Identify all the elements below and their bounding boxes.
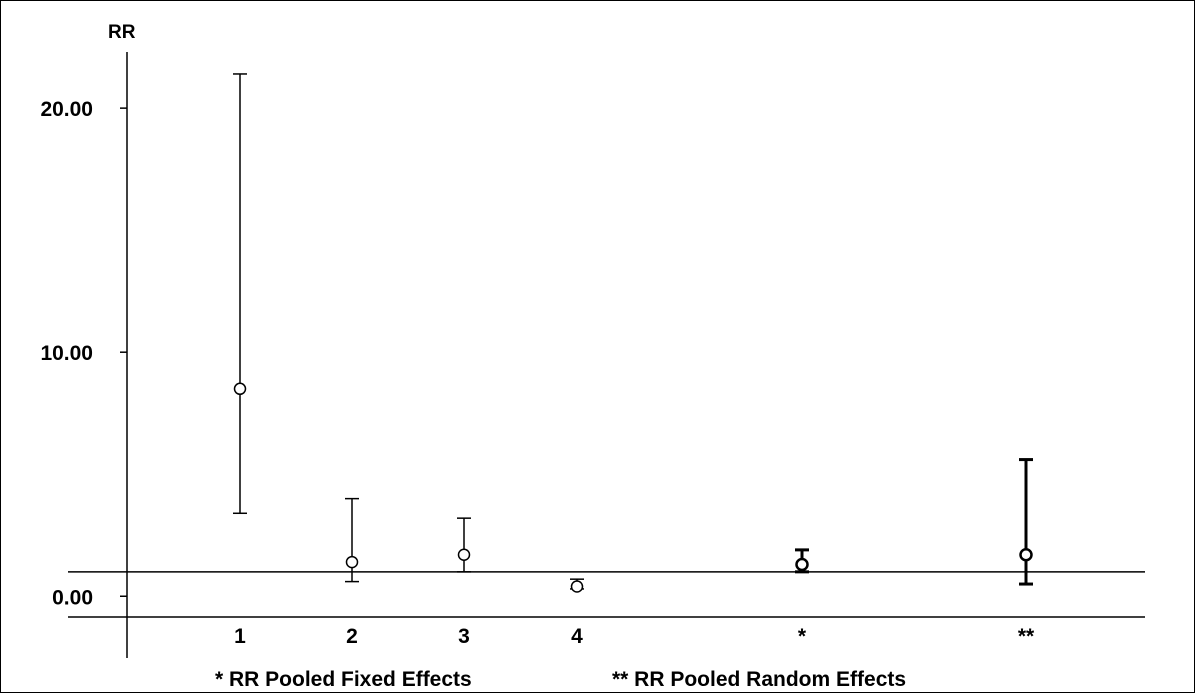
point-estimate	[1019, 548, 1033, 562]
x-tick-label: *	[798, 625, 807, 648]
axes	[68, 52, 1145, 658]
y-axis-label: RR	[108, 22, 136, 43]
x-tick-label: 4	[571, 625, 583, 648]
point-estimate	[457, 548, 471, 562]
footnote-random: ** RR Pooled Random Effects	[612, 668, 906, 691]
point-estimate	[570, 580, 584, 593]
x-tick-label: 2	[346, 625, 358, 648]
point-estimate	[233, 382, 247, 396]
y-tick-label: 10.00	[40, 342, 93, 365]
point-estimate	[795, 557, 809, 572]
x-tick-label: 1	[234, 625, 246, 648]
point-estimate	[345, 555, 359, 569]
y-ticks: 20.00 10.00 0.00	[40, 98, 127, 609]
x-tick-label: 3	[458, 625, 470, 648]
footnote-fixed: * RR Pooled Fixed Effects	[215, 668, 472, 691]
x-tick-label: **	[1018, 625, 1035, 648]
plot-marks: 1 2 3 4 * **	[233, 73, 1035, 648]
y-tick-label: 20.00	[40, 98, 93, 121]
y-tick-label: 0.00	[52, 586, 93, 609]
